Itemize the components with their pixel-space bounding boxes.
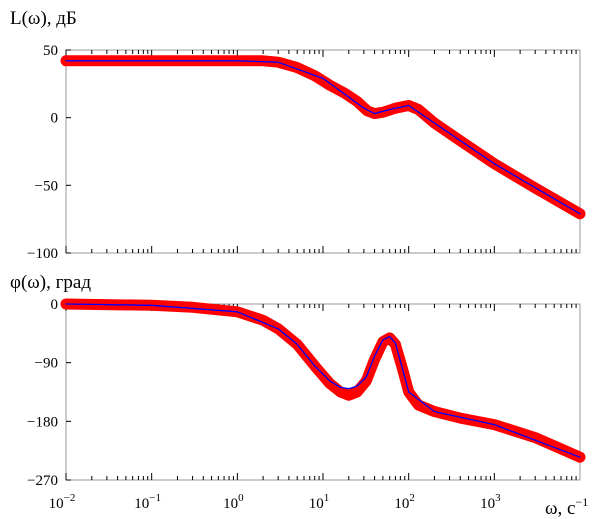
- phase-y-tick-label: −90: [35, 356, 58, 372]
- phase-plot-frame: [65, 303, 581, 481]
- x-tick-label-exponent: 0: [238, 492, 244, 504]
- magnitude-y-tick-label: −100: [27, 246, 58, 262]
- magnitude-y-tick-label: 0: [51, 111, 59, 127]
- magnitude-red-series-line: [60, 55, 586, 220]
- x-axis-title-superscript: −1: [575, 495, 588, 509]
- x-axis-title: ω, с−1: [545, 495, 588, 519]
- x-tick-label-base: 10: [223, 496, 238, 512]
- x-tick-label-exponent: −2: [64, 492, 76, 504]
- magnitude-panel: 50 0 −50 −100 L(ω), дБ: [10, 8, 586, 262]
- phase-x-tick-labels: 10−2 10−1 100 101 102 103: [49, 492, 501, 512]
- magnitude-y-tick-label: 50: [43, 43, 58, 59]
- x-tick-label-base: 10: [49, 496, 64, 512]
- magnitude-axis-title: L(ω), дБ: [10, 8, 77, 29]
- magnitude-x-ticks: [65, 50, 577, 253]
- phase-axis-title: φ(ω), град: [10, 272, 91, 293]
- x-tick-label-exponent: −1: [149, 492, 161, 504]
- x-tick-label: 10−2: [49, 492, 76, 512]
- x-tick-label: 100: [223, 492, 244, 512]
- x-tick-label: 101: [309, 492, 330, 512]
- x-tick-label-exponent: 3: [495, 492, 501, 504]
- magnitude-series: [60, 55, 586, 220]
- phase-series: [60, 298, 586, 463]
- x-axis-title-text: ω, с: [545, 498, 575, 519]
- x-tick-label: 102: [394, 492, 415, 512]
- x-tick-label-exponent: 2: [409, 492, 415, 504]
- x-tick-label-exponent: 1: [324, 492, 330, 504]
- magnitude-blue-series-line: [65, 60, 581, 215]
- x-tick-label-base: 10: [480, 496, 495, 512]
- phase-x-ticks: [65, 304, 577, 480]
- phase-y-tick-label: −270: [27, 473, 58, 489]
- x-tick-label: 103: [480, 492, 501, 512]
- x-tick-label-base: 10: [394, 496, 409, 512]
- x-tick-label-base: 10: [134, 496, 149, 512]
- magnitude-y-tick-label: −50: [35, 178, 58, 194]
- phase-y-tick-label: −180: [27, 414, 58, 430]
- x-tick-label-base: 10: [309, 496, 324, 512]
- phase-blue-series-line: [65, 303, 581, 458]
- x-tick-label: 10−1: [134, 492, 161, 512]
- phase-y-tick-label: 0: [51, 297, 59, 313]
- phase-red-series-line: [60, 298, 586, 463]
- phase-panel: 0−90−180−270 φ(ω), град 10−2 10−1 100 101 10…: [10, 272, 588, 519]
- phase-y-ticks: 0 −90 −180 −270: [27, 297, 71, 489]
- magnitude-y-ticks: 50 0 −50 −100: [27, 43, 71, 262]
